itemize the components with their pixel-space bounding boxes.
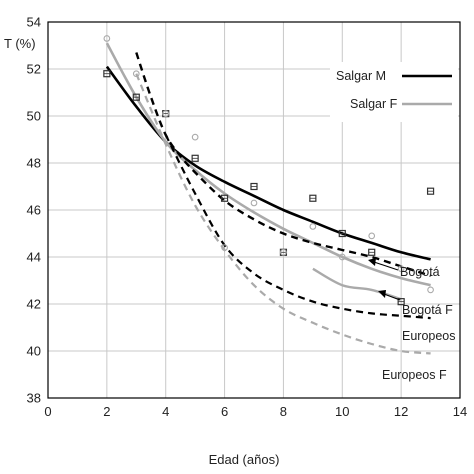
y-tick-label: 48	[27, 156, 41, 171]
x-tick-label: 12	[394, 404, 408, 419]
y-tick-label: 50	[27, 109, 41, 124]
series-layer	[105, 42, 431, 355]
legend-background	[330, 62, 458, 122]
point-salgar-f-datos	[103, 35, 111, 42]
point-salgar-f-datos	[221, 244, 228, 251]
pointer-bogota-f-arrowhead	[378, 290, 386, 298]
x-tick-label: 10	[335, 404, 349, 419]
annotations: Bogotá Bogotá F Europeos Europeos F	[368, 258, 456, 382]
x-tick-label: 0	[44, 404, 51, 419]
pointer-bogota-arrowhead	[368, 258, 376, 266]
x-tick-label: 8	[280, 404, 287, 419]
pointer-bogota	[373, 261, 399, 271]
point-salgar-f-datos	[132, 70, 140, 78]
point-salgar-f-datos	[338, 253, 346, 261]
point-salgar-f-datos	[309, 223, 317, 230]
series-line-europeos-f	[135, 73, 431, 355]
legend-label-salgar-f: Salgar F	[350, 97, 398, 111]
y-tick-label: 46	[27, 203, 41, 218]
grid	[48, 22, 460, 398]
point-salgar-f-datos	[280, 248, 287, 256]
legend-label-salgar-m: Salgar M	[336, 69, 386, 83]
pointer-bogota-f	[383, 293, 401, 301]
annotation-bogota-f: Bogotá F	[402, 303, 453, 317]
y-tick-label: 54	[27, 15, 41, 30]
point-salgar-f-datos	[250, 199, 258, 207]
point-salgar-f-datos	[397, 265, 405, 273]
y-tick-label: 44	[27, 250, 41, 265]
annotation-bogota: Bogotá	[400, 265, 440, 279]
y-tick-label: 52	[27, 62, 41, 77]
point-salgar-f-datos	[368, 232, 376, 240]
x-tick-label: 2	[103, 404, 110, 419]
y-tick-label: 38	[27, 391, 41, 406]
y-axis-label: T (%)	[4, 36, 36, 51]
plot-frame	[47, 21, 461, 399]
y-tick-label: 40	[27, 344, 41, 359]
series-line-salgar-f	[105, 42, 431, 287]
points-layer	[103, 35, 435, 306]
x-axis-label: Edad (años)	[209, 452, 280, 467]
point-salgar-f-datos	[162, 110, 170, 117]
x-tick-label: 4	[162, 404, 169, 419]
legend: Salgar M Salgar F	[330, 62, 458, 122]
series-line-bogota-f	[312, 267, 402, 301]
x-tick-label: 6	[221, 404, 228, 419]
annotation-europeos-f: Europeos F	[382, 368, 447, 382]
annotation-europeos: Europeos	[402, 329, 456, 343]
x-tick-label: 14	[453, 404, 467, 419]
point-salgar-f-datos	[191, 133, 199, 141]
point-salgar-f-datos	[427, 286, 434, 294]
y-tick-label: 42	[27, 297, 41, 312]
series-line-europeos	[164, 134, 431, 320]
